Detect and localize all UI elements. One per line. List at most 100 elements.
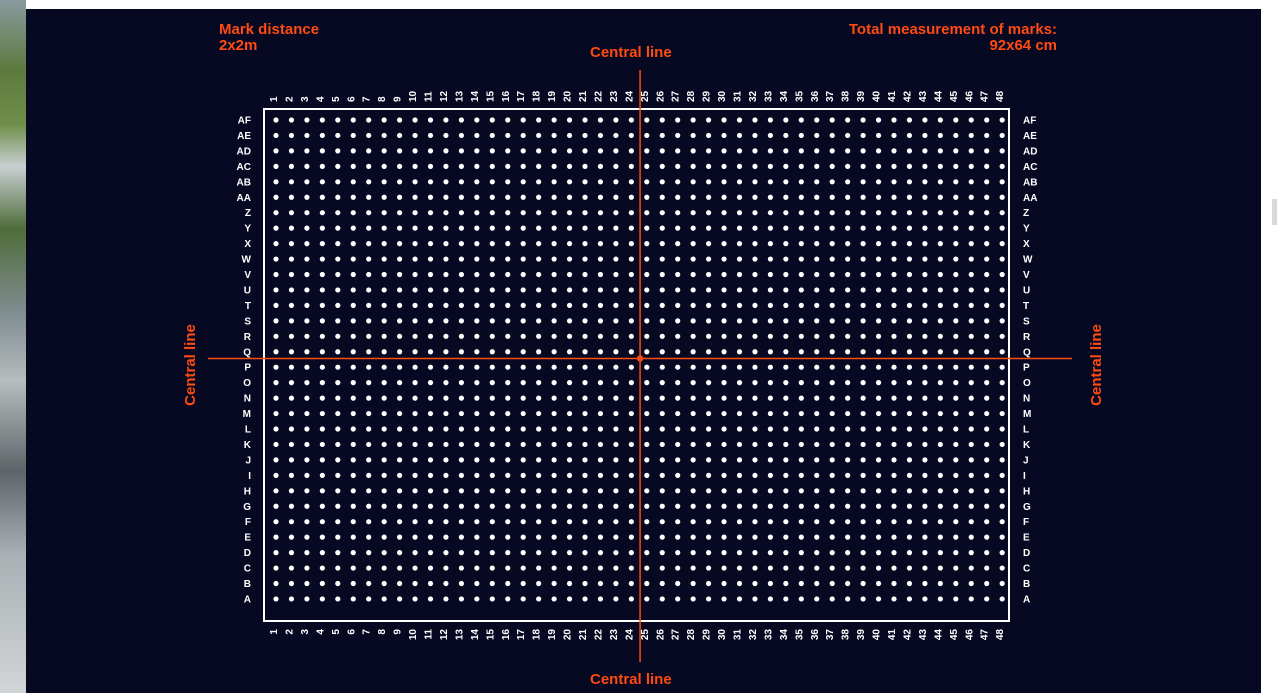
grid-dot [443, 333, 449, 339]
grid-dot [288, 550, 295, 556]
grid-dot [628, 410, 634, 417]
grid-dot [706, 426, 712, 432]
grid-dot [628, 333, 634, 339]
grid-dot [335, 550, 341, 556]
grid-dot [953, 380, 959, 386]
grid-dot [829, 333, 835, 339]
grid-dot [397, 426, 403, 432]
grid-dot [427, 596, 434, 602]
grid-dot [891, 318, 897, 324]
grid-dot [783, 271, 789, 278]
column-label-bottom: 35 [794, 629, 805, 641]
grid-dot [783, 318, 789, 324]
grid-dot [953, 287, 959, 293]
grid-dot [644, 117, 650, 123]
grid-dot [427, 163, 434, 169]
grid-dot [520, 117, 526, 123]
grid-dot [536, 503, 542, 509]
grid-dot [505, 163, 511, 169]
grid-dot [366, 210, 372, 216]
grid-dot [335, 503, 341, 509]
column-label-bottom: 3 [300, 629, 311, 635]
grid-dot [288, 580, 295, 587]
grid-dot [520, 225, 526, 231]
grid-dot [628, 117, 634, 123]
grid-dot [922, 395, 928, 401]
grid-dot [582, 426, 588, 432]
grid-dot [443, 271, 449, 278]
grid-dot [273, 148, 279, 154]
grid-dot [566, 426, 573, 432]
grid-dot [798, 333, 804, 339]
grid-dot [412, 519, 418, 525]
row-label-left: N [244, 394, 251, 405]
grid-dot [628, 256, 634, 262]
grid-dot [860, 596, 866, 602]
grid-dot [551, 318, 557, 324]
grid-dot [891, 457, 897, 463]
grid-dot [335, 441, 341, 448]
grid-dot [736, 241, 743, 247]
grid-dot [273, 302, 279, 308]
row-label-right: F [1023, 517, 1029, 528]
grid-dot [783, 132, 789, 139]
grid-dot [273, 163, 279, 169]
grid-dot [427, 132, 434, 139]
scrollbar-thumb[interactable] [1272, 199, 1277, 225]
grid-dot [968, 302, 974, 308]
grid-dot [860, 457, 866, 463]
grid-dot [906, 117, 913, 123]
grid-dot [458, 596, 464, 602]
grid-dot [783, 333, 789, 339]
grid-dot [875, 256, 882, 262]
grid-dot [489, 565, 495, 571]
grid-dot [922, 148, 928, 154]
grid-dot [489, 194, 495, 200]
grid-dot [319, 318, 325, 324]
grid-dot [721, 488, 727, 494]
grid-dot [891, 426, 897, 432]
grid-dot [366, 426, 372, 432]
grid-dot [335, 241, 341, 247]
column-label-top: 22 [593, 90, 604, 102]
grid-dot [953, 241, 959, 247]
grid-dot [304, 534, 310, 540]
grid-dot [798, 302, 804, 308]
grid-dot [891, 580, 897, 587]
grid-dot [783, 179, 789, 185]
grid-dot [736, 488, 743, 494]
grid-dot [767, 194, 774, 200]
grid-dot [288, 596, 295, 602]
grid-dot [505, 519, 511, 525]
grid-dot [984, 318, 990, 324]
grid-dot [458, 488, 464, 494]
column-label-top: 17 [516, 90, 527, 102]
grid-dot [675, 395, 681, 401]
grid-dot [304, 132, 310, 139]
grid-dot [536, 457, 542, 463]
grid-dot [736, 380, 743, 386]
grid-dot [520, 210, 526, 216]
grid-dot [736, 302, 743, 308]
column-label-bottom: 8 [377, 629, 388, 635]
grid-dot [613, 132, 619, 139]
grid-dot [366, 117, 372, 123]
grid-dot [937, 349, 943, 355]
grid-dot [505, 596, 511, 602]
row-label-left: I [248, 471, 251, 482]
grid-dot [597, 333, 604, 339]
grid-dot [690, 380, 696, 386]
grid-dot [536, 302, 542, 308]
column-label-bottom: 4 [315, 629, 326, 635]
grid-dot [829, 318, 835, 324]
grid-dot [752, 256, 758, 262]
grid-dot [381, 441, 387, 448]
grid-dot [875, 163, 882, 169]
grid-dot [999, 194, 1005, 200]
grid-dot [381, 410, 387, 417]
grid-dot [628, 503, 634, 509]
grid-dot [520, 364, 526, 370]
grid-dot [968, 132, 974, 139]
grid-dot [875, 271, 882, 278]
